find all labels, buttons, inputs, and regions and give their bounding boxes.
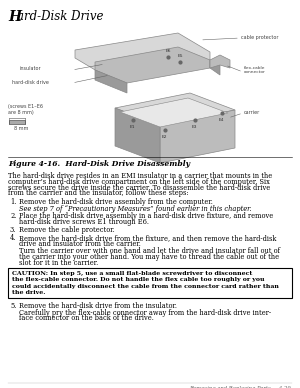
- Text: carrier: carrier: [244, 109, 260, 114]
- Polygon shape: [120, 98, 228, 127]
- Text: Removing and Replacing Parts     4-29: Removing and Replacing Parts 4-29: [189, 386, 291, 388]
- Polygon shape: [115, 108, 160, 163]
- Polygon shape: [210, 60, 220, 75]
- Text: CAUTION: In step 5, use a small flat-blade screwdriver to disconnect: CAUTION: In step 5, use a small flat-bla…: [12, 271, 252, 276]
- Text: computer’s hard-disk drive compartment on the left side of the computer. Six: computer’s hard-disk drive compartment o…: [8, 178, 270, 186]
- Polygon shape: [160, 110, 235, 163]
- Text: drive and insulator from the carrier.: drive and insulator from the carrier.: [19, 239, 141, 248]
- Text: insulator: insulator: [20, 66, 42, 71]
- Text: from the carrier and the insulator, follow these steps:: from the carrier and the insulator, foll…: [8, 189, 189, 197]
- Text: screws secure the drive inside the carrier. To disassemble the hard-disk drive: screws secure the drive inside the carri…: [8, 184, 270, 192]
- Text: Figure 4-16.  Hard-Disk Drive Disassembly: Figure 4-16. Hard-Disk Drive Disassembly: [8, 160, 190, 168]
- Text: are 8 mm): are 8 mm): [8, 110, 34, 115]
- Polygon shape: [95, 70, 127, 93]
- Text: 3.: 3.: [10, 226, 16, 234]
- Text: 4.: 4.: [10, 234, 16, 242]
- Text: the carrier into your other hand. You may have to thread the cable out of the: the carrier into your other hand. You ma…: [19, 253, 279, 261]
- Text: 2.: 2.: [10, 212, 16, 220]
- Text: slot for it in the carrier.: slot for it in the carrier.: [19, 259, 98, 267]
- Text: could accidentally disconnect the cable from the connector card rather than: could accidentally disconnect the cable …: [12, 284, 279, 289]
- Polygon shape: [210, 55, 230, 68]
- Text: Place the hard-disk drive assembly in a hard-disk drive fixture, and remove: Place the hard-disk drive assembly in a …: [19, 212, 273, 220]
- Text: (screws E1–E6: (screws E1–E6: [8, 104, 43, 109]
- Text: E6: E6: [165, 49, 171, 53]
- Text: Remove the hard-disk drive from the insulator.: Remove the hard-disk drive from the insu…: [19, 302, 177, 310]
- Text: 5.: 5.: [10, 302, 16, 310]
- Text: E1: E1: [130, 125, 136, 129]
- Text: 8 mm: 8 mm: [14, 126, 28, 131]
- Text: E2: E2: [162, 135, 167, 139]
- Text: Remove the hard-disk drive from the fixture, and then remove the hard-disk: Remove the hard-disk drive from the fixt…: [19, 234, 276, 242]
- Text: Remove the cable protector.: Remove the cable protector.: [19, 226, 115, 234]
- Text: hard-disk drive screws E1 through E6.: hard-disk drive screws E1 through E6.: [19, 218, 149, 226]
- Text: face connector on the back of the drive.: face connector on the back of the drive.: [19, 314, 154, 322]
- Text: cable protector: cable protector: [241, 35, 278, 40]
- Text: the drive.: the drive.: [12, 290, 45, 295]
- Text: the flex-cable connector. Do not handle the flex cable too roughly or you: the flex-cable connector. Do not handle …: [12, 277, 265, 282]
- Text: E5: E5: [177, 54, 183, 58]
- Polygon shape: [75, 33, 210, 77]
- Text: flex-cable
connector: flex-cable connector: [244, 66, 266, 74]
- Text: hard-disk drive: hard-disk drive: [12, 80, 49, 85]
- Polygon shape: [115, 93, 235, 125]
- Text: Remove the hard-disk drive assembly from the computer.: Remove the hard-disk drive assembly from…: [19, 198, 213, 206]
- Polygon shape: [95, 47, 210, 83]
- Text: ard-Disk Drive: ard-Disk Drive: [17, 10, 104, 23]
- Text: E3: E3: [192, 125, 197, 129]
- Text: Turn the carrier over with one hand and let the drive and insulator fall out of: Turn the carrier over with one hand and …: [19, 247, 280, 255]
- Bar: [8, 268, 292, 298]
- Text: E4: E4: [219, 118, 224, 122]
- Text: H: H: [8, 10, 21, 24]
- Text: See step 7 of “Precautionary Measures” found earlier in this chapter.: See step 7 of “Precautionary Measures” f…: [19, 204, 252, 213]
- Bar: [9, 120, 25, 124]
- Text: Carefully pry the flex-cable connector away from the hard-disk drive inter-: Carefully pry the flex-cable connector a…: [19, 308, 271, 317]
- Text: 1.: 1.: [10, 198, 16, 206]
- Text: The hard-disk drive resides in an EMI insulator in a carrier that mounts in the: The hard-disk drive resides in an EMI in…: [8, 172, 272, 180]
